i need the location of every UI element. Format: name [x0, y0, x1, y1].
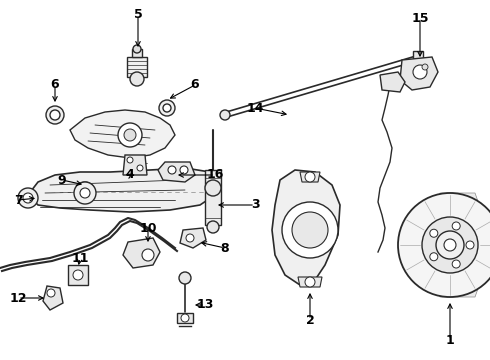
Text: 12: 12	[9, 292, 27, 305]
Circle shape	[205, 180, 221, 196]
Text: 11: 11	[71, 252, 89, 265]
Circle shape	[47, 289, 55, 297]
Text: 3: 3	[251, 198, 259, 211]
Circle shape	[142, 249, 154, 261]
Circle shape	[73, 270, 83, 280]
Text: 2: 2	[306, 314, 315, 327]
Polygon shape	[413, 51, 423, 65]
Text: 6: 6	[50, 78, 59, 91]
Circle shape	[179, 272, 191, 284]
Polygon shape	[180, 228, 206, 248]
Circle shape	[292, 212, 328, 248]
Polygon shape	[127, 57, 147, 77]
Circle shape	[46, 106, 64, 124]
Circle shape	[75, 182, 95, 202]
Circle shape	[133, 45, 141, 53]
Polygon shape	[28, 168, 218, 212]
Circle shape	[180, 166, 188, 174]
Circle shape	[18, 188, 38, 208]
Polygon shape	[123, 155, 147, 175]
Polygon shape	[298, 277, 322, 287]
Polygon shape	[205, 170, 221, 225]
Circle shape	[118, 123, 142, 147]
Circle shape	[422, 64, 428, 70]
Circle shape	[466, 241, 474, 249]
Polygon shape	[177, 313, 193, 323]
Text: 16: 16	[206, 168, 224, 181]
Text: 13: 13	[196, 298, 214, 311]
Circle shape	[452, 222, 460, 230]
Circle shape	[159, 100, 175, 116]
Circle shape	[282, 202, 338, 258]
Polygon shape	[400, 57, 438, 90]
Text: 14: 14	[246, 102, 264, 114]
Polygon shape	[68, 265, 88, 285]
Text: 1: 1	[445, 333, 454, 346]
Polygon shape	[380, 72, 405, 92]
Circle shape	[398, 193, 490, 297]
Polygon shape	[70, 110, 175, 158]
Text: 9: 9	[58, 174, 66, 186]
Circle shape	[452, 260, 460, 268]
Circle shape	[181, 314, 189, 322]
Circle shape	[137, 165, 143, 171]
Circle shape	[413, 65, 427, 79]
Circle shape	[220, 110, 230, 120]
Circle shape	[430, 253, 438, 261]
Circle shape	[444, 239, 456, 251]
Circle shape	[305, 277, 315, 287]
Text: 6: 6	[191, 78, 199, 91]
Polygon shape	[43, 286, 63, 310]
Text: 7: 7	[14, 194, 23, 207]
Polygon shape	[158, 162, 195, 182]
Circle shape	[50, 110, 60, 120]
Circle shape	[23, 193, 33, 203]
Circle shape	[80, 188, 90, 198]
Circle shape	[207, 221, 219, 233]
Circle shape	[168, 166, 176, 174]
Circle shape	[163, 104, 171, 112]
Polygon shape	[300, 172, 320, 182]
Text: 15: 15	[411, 12, 429, 24]
Circle shape	[436, 231, 464, 259]
Circle shape	[422, 217, 478, 273]
Circle shape	[124, 129, 136, 141]
Circle shape	[74, 182, 96, 204]
Text: 4: 4	[125, 168, 134, 181]
Polygon shape	[132, 49, 142, 57]
Circle shape	[305, 172, 315, 182]
Text: 10: 10	[139, 221, 157, 234]
Polygon shape	[435, 193, 480, 297]
Text: 8: 8	[220, 242, 229, 255]
Circle shape	[430, 229, 438, 237]
Polygon shape	[123, 238, 160, 268]
Circle shape	[186, 234, 194, 242]
Circle shape	[130, 72, 144, 86]
Text: 5: 5	[134, 9, 143, 22]
Polygon shape	[272, 170, 340, 285]
Circle shape	[127, 157, 133, 163]
